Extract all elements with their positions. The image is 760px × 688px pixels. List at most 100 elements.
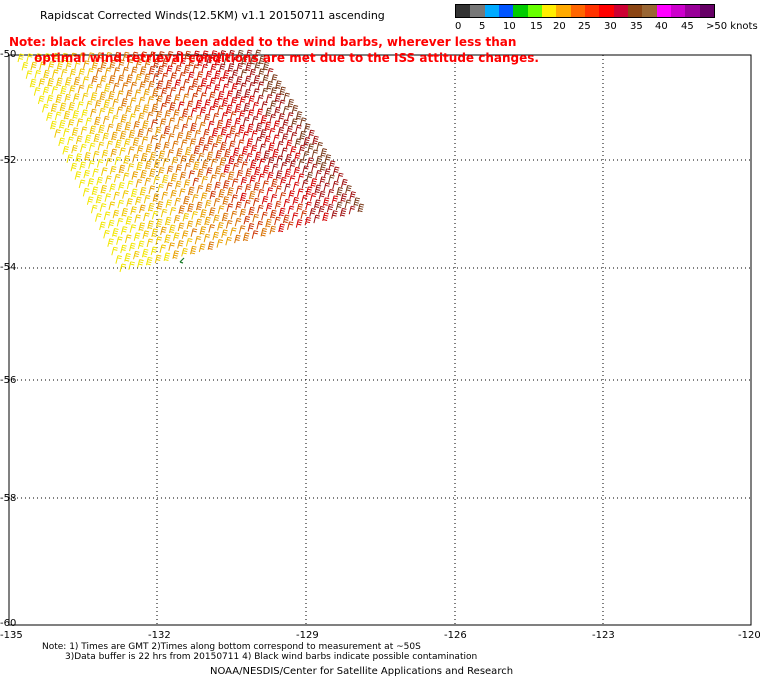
wind-barb bbox=[149, 168, 156, 178]
footnote-line1: Note: 1) Times are GMT 2)Times along bot… bbox=[42, 642, 421, 652]
wind-barb bbox=[145, 256, 153, 266]
wind-barb bbox=[68, 102, 75, 111]
wind-barb bbox=[92, 150, 100, 160]
wind-barb bbox=[261, 195, 269, 205]
wind-barb bbox=[353, 197, 361, 206]
wind-barb bbox=[184, 50, 191, 60]
wind-barb bbox=[287, 205, 295, 215]
wind-barb bbox=[120, 226, 128, 235]
wind-barb bbox=[332, 166, 340, 176]
wind-barb bbox=[79, 161, 86, 171]
wind-barb bbox=[164, 234, 171, 244]
wind-barb bbox=[138, 222, 146, 231]
wind-barb bbox=[213, 198, 221, 207]
wind-barb bbox=[269, 100, 277, 110]
wind-barb bbox=[162, 58, 169, 67]
wind-barb bbox=[109, 59, 117, 69]
wind-barb bbox=[128, 129, 136, 139]
wind-barb bbox=[290, 132, 298, 141]
colorbar-segment bbox=[627, 5, 643, 17]
colorbar-segment bbox=[656, 5, 671, 17]
wind-barb bbox=[137, 128, 145, 138]
wind-barb bbox=[64, 77, 72, 86]
wind-barb bbox=[314, 199, 321, 209]
wind-barb bbox=[266, 80, 273, 90]
wind-barb bbox=[90, 108, 97, 118]
wind-barb bbox=[125, 105, 132, 115]
wind-barb bbox=[272, 148, 279, 158]
wind-barb bbox=[348, 205, 356, 215]
colorbar-segment bbox=[613, 5, 628, 17]
wind-barb bbox=[159, 134, 166, 143]
wind-barb bbox=[55, 94, 63, 104]
attitude-note-line2: optimal wind retrieval conditions are me… bbox=[9, 51, 539, 65]
wind-barb bbox=[126, 180, 134, 190]
wind-barb bbox=[43, 69, 50, 79]
wind-barb bbox=[310, 178, 318, 187]
wind-barb bbox=[172, 124, 180, 134]
wind-barb bbox=[81, 92, 89, 102]
colorbar-label: 30 bbox=[604, 21, 617, 32]
wind-barb bbox=[148, 185, 156, 195]
wind-barb bbox=[159, 118, 167, 128]
colorbar-segment bbox=[513, 5, 528, 17]
wind-barb bbox=[205, 70, 213, 80]
wind-barb bbox=[160, 102, 167, 112]
wind-barb bbox=[106, 140, 114, 150]
wind-barb bbox=[176, 148, 183, 157]
wind-barb bbox=[185, 238, 193, 247]
wind-barb bbox=[245, 49, 253, 59]
wind-barb bbox=[220, 126, 228, 136]
lon-label-135: -135 bbox=[0, 630, 23, 641]
wind-barb bbox=[318, 205, 325, 215]
wind-barb bbox=[105, 175, 112, 184]
wind-barb bbox=[195, 218, 203, 228]
attitude-note: Note: black circles have been added to t… bbox=[9, 34, 539, 66]
wind-barb bbox=[94, 100, 102, 109]
wind-barb bbox=[224, 148, 231, 158]
wind-barb bbox=[254, 166, 261, 176]
wind-barb bbox=[114, 51, 121, 61]
wind-barb bbox=[294, 138, 302, 148]
wind-barb bbox=[52, 69, 59, 79]
wind-barb bbox=[297, 188, 304, 197]
wind-barb bbox=[192, 177, 200, 187]
wind-barb bbox=[177, 116, 184, 126]
wind-barb bbox=[54, 129, 61, 138]
wind-barb bbox=[142, 104, 150, 113]
wind-barb bbox=[301, 194, 308, 204]
colorbar-label: 10 bbox=[503, 21, 516, 32]
wind-barb bbox=[201, 176, 208, 185]
wind-barb bbox=[119, 263, 127, 273]
wind-barb bbox=[262, 165, 270, 174]
wind-barb bbox=[232, 56, 239, 66]
wind-barb bbox=[203, 233, 211, 243]
wind-barb bbox=[180, 139, 188, 149]
wind-barb bbox=[260, 115, 268, 124]
wind-barb bbox=[227, 171, 235, 181]
wind-barb bbox=[100, 59, 108, 69]
wind-barb bbox=[95, 213, 102, 222]
wind-barb bbox=[187, 71, 195, 81]
wind-barb bbox=[109, 165, 117, 175]
wind-barb bbox=[248, 206, 255, 216]
lon-label-129: -129 bbox=[296, 630, 319, 641]
wind-barb bbox=[199, 226, 207, 235]
wind-barb bbox=[43, 53, 51, 62]
wind-barb bbox=[137, 240, 145, 250]
wind-barb bbox=[211, 127, 219, 137]
wind-barb bbox=[252, 197, 260, 207]
wind-barb bbox=[124, 234, 132, 244]
wind-barb bbox=[118, 59, 125, 69]
wind-barb bbox=[275, 185, 282, 195]
wind-barb bbox=[78, 68, 85, 78]
wind-barb bbox=[252, 102, 259, 111]
wind-barb bbox=[313, 214, 321, 224]
wind-barb bbox=[256, 220, 264, 230]
wind-barb bbox=[162, 158, 170, 167]
wind-barb bbox=[122, 66, 129, 76]
wind-barb bbox=[245, 168, 252, 177]
wind-barb bbox=[193, 161, 200, 171]
wind-barb bbox=[179, 72, 186, 81]
wind-barb bbox=[152, 193, 160, 202]
